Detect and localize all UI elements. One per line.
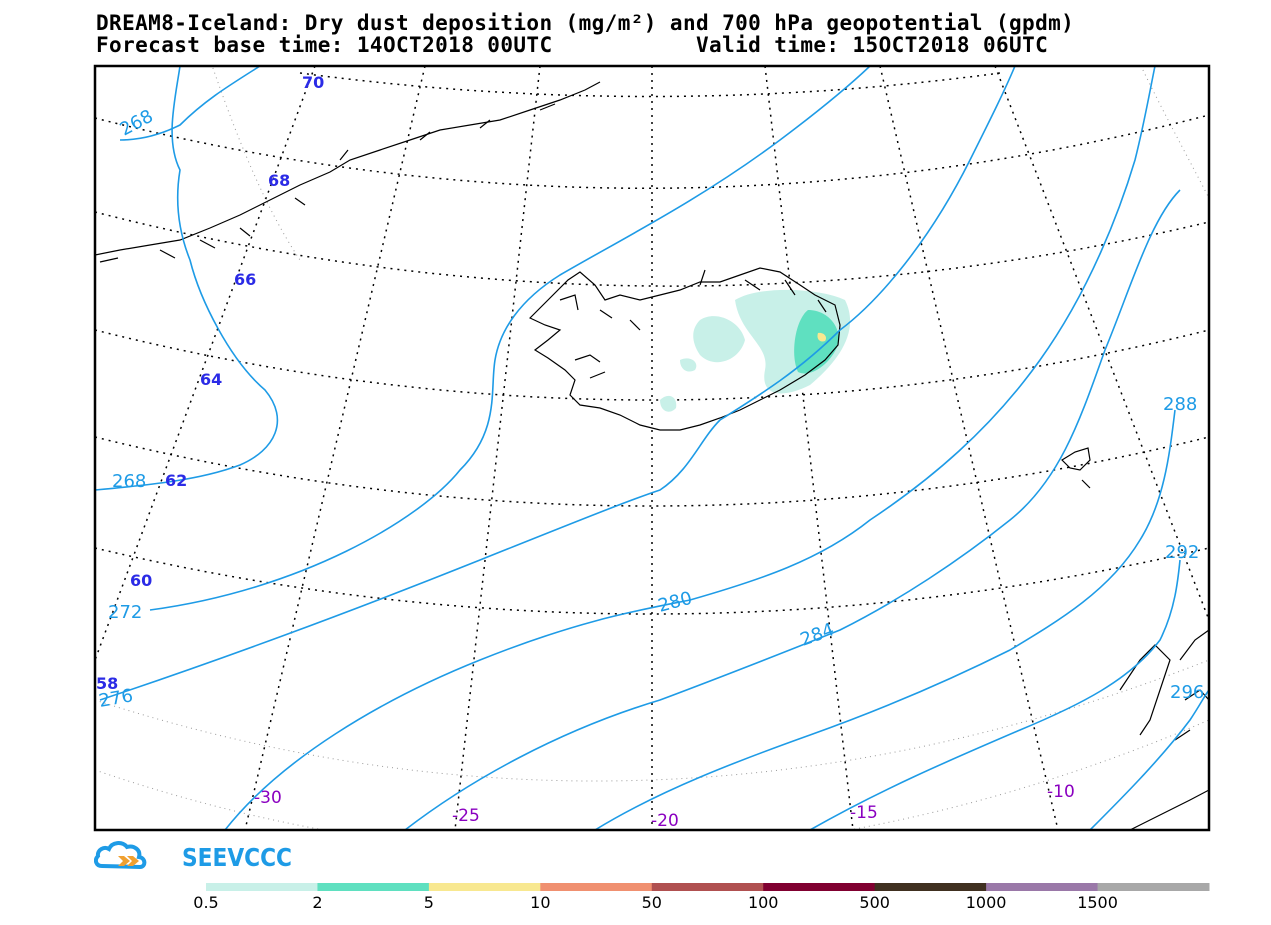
faint-graticule	[95, 66, 1209, 830]
coastlines	[95, 81, 1209, 830]
meridian-30	[244, 66, 426, 830]
faroe-islands	[1061, 447, 1091, 489]
lat-label-66: 66	[234, 270, 256, 289]
lon-label-30: -30	[254, 788, 282, 808]
parallel-62	[95, 436, 1209, 507]
contour-292	[809, 559, 1181, 830]
geopotential-contours	[95, 66, 1209, 830]
dust-cell	[660, 316, 745, 412]
contour-label: 296	[1170, 682, 1204, 703]
meridian-5	[994, 66, 1209, 621]
lon-label-20: -20	[651, 811, 679, 831]
iceland-coast	[528, 267, 841, 431]
parallel-64	[95, 329, 1209, 401]
lon-label-10: -10	[1047, 782, 1075, 802]
lat-label-70: 70	[302, 73, 324, 92]
lat-label-60: 60	[130, 571, 152, 590]
contour-268-west	[95, 66, 279, 491]
contour-280	[224, 66, 1156, 830]
lon-label-15: -15	[850, 803, 878, 823]
lat-label-62: 62	[165, 471, 187, 490]
seevccc-logo: SEEVCCC	[94, 841, 292, 872]
contour-288	[594, 409, 1176, 830]
contour-labels: 268 268 272 276 280 284 288 292 296	[97, 106, 1204, 712]
contour-284	[404, 189, 1181, 830]
greenland-islands	[99, 103, 556, 263]
contour-label: 268	[116, 106, 156, 141]
iceland-fjords	[559, 269, 827, 379]
contour-label: 272	[108, 602, 142, 623]
time-info: Forecast base time: 14OCT2018 00UTC Valid…	[96, 34, 1266, 56]
lat-label-68: 68	[268, 171, 290, 190]
contour-label: 288	[1163, 394, 1197, 415]
dust-deposition	[660, 289, 851, 412]
parallel-68	[95, 114, 1209, 189]
contour-label: 284	[798, 619, 837, 650]
forecast-base-time: Forecast base time: 14OCT2018 00UTC	[96, 33, 553, 57]
map-frame	[93, 64, 1211, 832]
map-header: DREAM8-Iceland: Dry dust deposition (mg/…	[96, 12, 1266, 56]
contour-272	[149, 66, 871, 611]
latitude-labels: 70 68 66 64 62 60 58	[96, 73, 324, 693]
parallel-70	[299, 72, 1001, 98]
greenland-coast	[95, 81, 601, 256]
logo-text: SEEVCCC	[182, 843, 292, 872]
meridian-10	[879, 66, 1059, 830]
meridian-35	[95, 66, 316, 661]
lat-label-64: 64	[200, 370, 222, 389]
contour-276	[99, 66, 1016, 701]
graticule	[95, 66, 1209, 830]
contour-label: 292	[1165, 542, 1199, 563]
map-title: DREAM8-Iceland: Dry dust deposition (mg/…	[96, 11, 1075, 35]
longitude-labels: -30 -25 -20 -15 -10	[254, 782, 1075, 831]
cloud-icon	[94, 841, 147, 870]
contour-296	[1089, 689, 1209, 830]
valid-time: Valid time: 15OCT2018 06UTC	[696, 33, 1049, 57]
lat-label-58: 58	[96, 674, 118, 693]
dust-cell	[817, 332, 827, 342]
meridian-15	[764, 66, 854, 830]
parallel-60	[95, 547, 1209, 615]
contour-label: 280	[656, 588, 695, 617]
scandinavia-coast	[1119, 629, 1209, 830]
contour-label: 268	[112, 471, 146, 492]
contour-268-north	[119, 66, 261, 141]
lon-label-25: -25	[452, 806, 480, 826]
